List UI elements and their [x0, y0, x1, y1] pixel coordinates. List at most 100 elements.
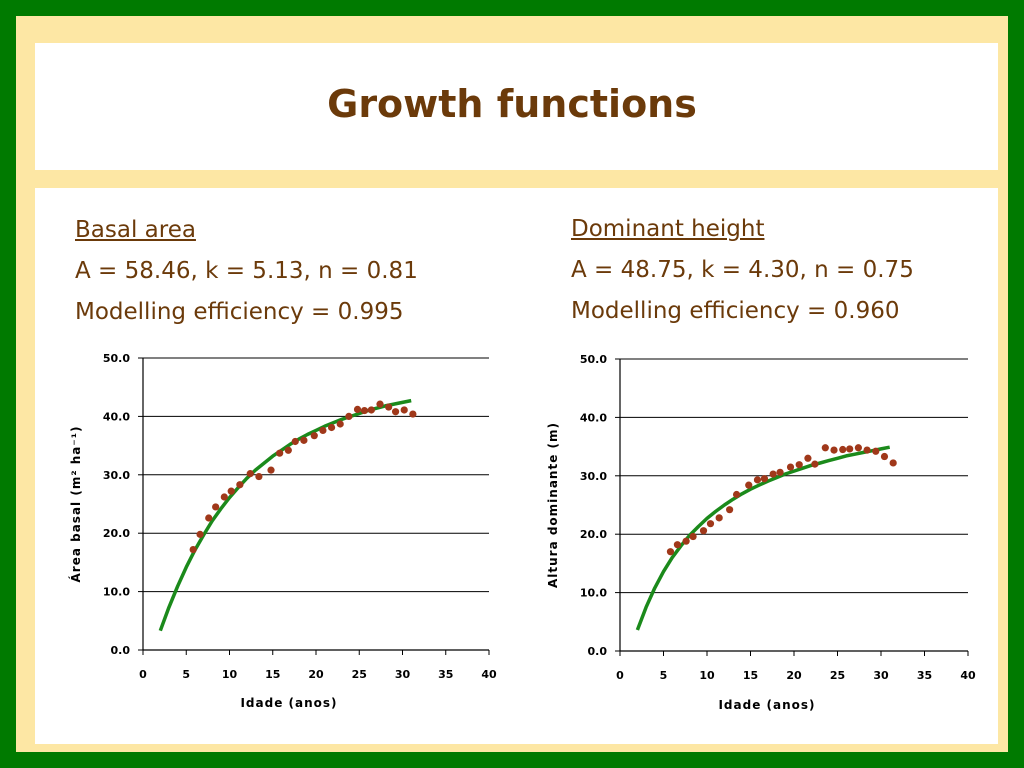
observed-point — [795, 461, 803, 469]
observed-point — [345, 412, 353, 420]
observed-point — [689, 532, 697, 541]
basal-area-plot: 0.0 10.0 20.0 30.0 40.0 50.0 0 5 10 15 20 25 30 35 40 I… — [68, 352, 497, 710]
basal-area-heading: Basal area — [75, 217, 196, 243]
basal-area-info: Basal area A = 58.46, k = 5.13, n = 0.81… — [75, 210, 418, 333]
x-axis-label: Idade (anos) — [240, 696, 337, 710]
observed-point — [310, 432, 318, 440]
observed-point — [336, 420, 344, 428]
slide-title: Growth functions — [327, 82, 697, 126]
observed-point — [276, 449, 284, 457]
basal-area-efficiency: Modelling efficiency = 0.995 — [75, 299, 404, 325]
y-tick-label: 40.0 — [580, 411, 607, 424]
observed-point — [409, 410, 417, 418]
x-tick-label: 25 — [830, 669, 845, 682]
observed-point — [830, 446, 838, 454]
observed-point — [673, 541, 682, 549]
observed-point — [236, 481, 244, 489]
y-tick-label: 50.0 — [580, 353, 607, 366]
observed-point — [376, 400, 384, 408]
observed-point — [706, 520, 715, 528]
dominant-height-heading: Dominant height — [571, 216, 765, 242]
observed-point — [284, 446, 292, 454]
fitted-curve — [635, 445, 891, 631]
y-tick-label: 0.0 — [111, 644, 131, 657]
x-tick-label: 10 — [222, 668, 238, 681]
x-tick-label: 5 — [182, 668, 190, 681]
observed-point — [811, 460, 819, 468]
observed-point — [760, 475, 769, 483]
observed-point — [212, 503, 220, 511]
fitted-curve — [158, 398, 412, 632]
x-tick-label: 15 — [265, 668, 280, 681]
observed-point — [267, 466, 275, 474]
basal-area-params: A = 58.46, k = 5.13, n = 0.81 — [75, 258, 418, 284]
x-tick-label: 10 — [699, 669, 715, 682]
observed-point — [391, 408, 400, 416]
observed-point — [319, 426, 327, 435]
observed-point — [769, 470, 777, 478]
observed-point — [804, 454, 812, 462]
x-tick-label: 35 — [438, 668, 453, 681]
title-panel — [35, 43, 998, 170]
x-tick-label: 20 — [308, 668, 324, 681]
observed-point — [889, 459, 897, 467]
observed-point — [353, 405, 362, 413]
observed-point — [220, 493, 228, 501]
x-tick-label: 40 — [960, 669, 976, 682]
observed-point — [205, 514, 213, 522]
x-tick-label: 20 — [786, 669, 802, 682]
observed-point — [880, 452, 889, 461]
observed-point — [291, 437, 299, 446]
dominant-height-plot: 0.0 10.0 20.0 30.0 40.0 50.0 0 5 10 15 20 25 30 35 40 I… — [546, 353, 976, 712]
y-tick-label: 30.0 — [103, 469, 130, 482]
observed-point — [360, 406, 369, 415]
observed-point — [854, 444, 862, 452]
observed-point — [846, 445, 854, 453]
observed-point — [699, 527, 708, 535]
dominant-height-info: Dominant height A = 48.75, k = 4.30, n =… — [571, 209, 914, 332]
y-tick-label: 50.0 — [103, 352, 130, 365]
x-tick-label: 15 — [743, 669, 758, 682]
observed-point — [753, 476, 762, 484]
x-tick-label: 0 — [139, 668, 147, 681]
x-tick-label: 25 — [352, 668, 367, 681]
observed-point — [400, 406, 408, 414]
dominant-height-efficiency: Modelling efficiency = 0.960 — [571, 298, 900, 324]
observed-point — [872, 447, 880, 455]
observed-point — [745, 481, 753, 489]
observed-point — [255, 472, 263, 481]
observed-point — [367, 406, 375, 414]
y-tick-label: 10.0 — [580, 587, 607, 600]
observed-point — [196, 530, 204, 538]
observed-point — [821, 444, 829, 452]
observed-point — [839, 445, 847, 454]
x-tick-label: 35 — [917, 669, 932, 682]
observed-point — [385, 403, 393, 411]
observed-point — [776, 468, 784, 476]
x-tick-label: 40 — [481, 668, 497, 681]
observed-point — [863, 446, 871, 454]
x-tick-label: 30 — [873, 669, 889, 682]
x-tick-label: 0 — [616, 669, 624, 682]
y-axis-label: Altura dominante (m) — [546, 422, 560, 588]
y-tick-label: 0.0 — [588, 645, 608, 658]
observed-point — [786, 463, 795, 471]
y-tick-label: 10.0 — [103, 586, 130, 599]
observed-point — [682, 537, 690, 545]
y-tick-label: 20.0 — [580, 528, 607, 541]
observed-point — [726, 506, 734, 514]
observed-point — [189, 545, 197, 554]
observed-point — [300, 436, 308, 444]
y-tick-label: 30.0 — [580, 470, 607, 483]
y-tick-label: 20.0 — [103, 527, 130, 540]
observed-point — [246, 470, 254, 478]
x-tick-label: 30 — [395, 668, 411, 681]
x-axis-label: Idade (anos) — [718, 698, 815, 712]
observed-point — [715, 514, 723, 522]
observed-point — [732, 490, 741, 499]
y-axis-label: Área basal (m² ha⁻¹) — [68, 426, 83, 583]
observed-point — [227, 487, 235, 495]
dominant-height-params: A = 48.75, k = 4.30, n = 0.75 — [571, 257, 914, 283]
x-tick-label: 5 — [660, 669, 668, 682]
